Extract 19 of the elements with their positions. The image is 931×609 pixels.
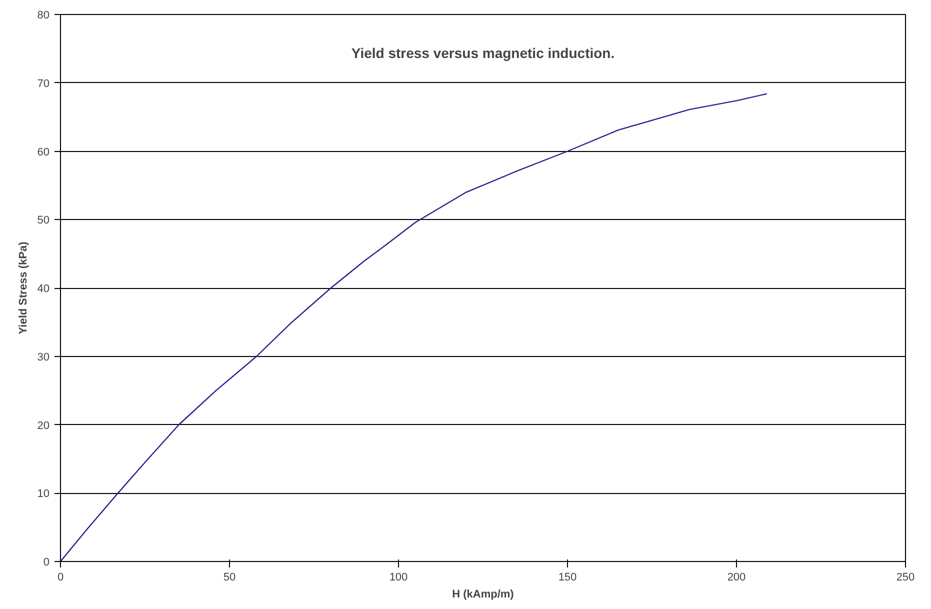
y-tick-label: 60 xyxy=(37,146,50,158)
x-tick-label: 250 xyxy=(896,572,915,584)
y-tick-label: 30 xyxy=(37,351,50,364)
x-tick-label: 0 xyxy=(57,572,64,584)
y-tick-label: 40 xyxy=(37,283,50,295)
line-series xyxy=(60,93,768,562)
y-tick-label: 10 xyxy=(37,488,50,500)
x-tick-label: 50 xyxy=(223,572,236,584)
y-axis-title: Yield Stress (kPa) xyxy=(17,241,30,334)
x-tick-label: 150 xyxy=(558,572,577,584)
text: Yield stress versus magnetic induction. xyxy=(351,44,615,61)
x-tick-label: 200 xyxy=(727,572,746,584)
y-tick-label: 80 xyxy=(37,10,50,22)
y-tick-label: 20 xyxy=(37,420,50,432)
y-tick-label: 50 xyxy=(37,214,50,227)
y-tick-label: 0 xyxy=(43,556,50,568)
x-tick-label: 100 xyxy=(389,572,408,584)
x-axis-title: H (kAmp/m) xyxy=(452,588,514,600)
y-tick-label: 70 xyxy=(37,78,50,90)
